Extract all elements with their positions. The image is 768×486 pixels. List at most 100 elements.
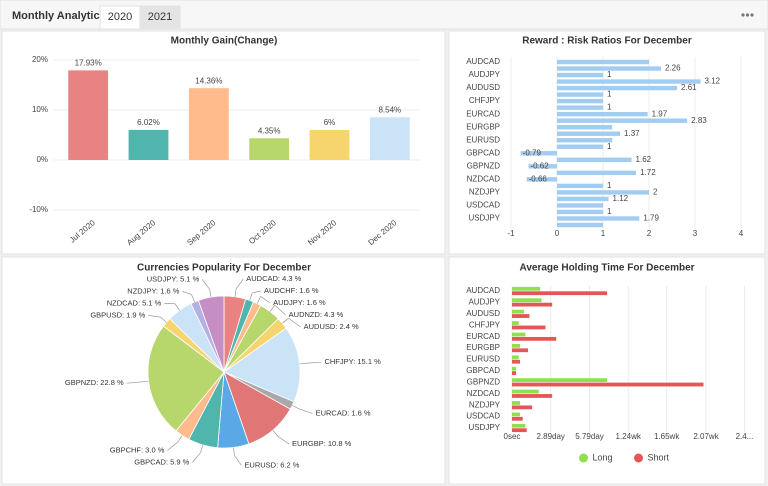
menu-icon[interactable] xyxy=(741,13,754,17)
y-tick-label: 20% xyxy=(32,55,48,64)
bar xyxy=(512,371,517,376)
slice-label: GBPCHF: 3.0 % xyxy=(110,445,165,454)
bar xyxy=(557,196,609,202)
legend-label: Long xyxy=(593,452,613,462)
value-label: 1.62 xyxy=(636,155,652,164)
leader-line xyxy=(234,278,244,297)
bar xyxy=(557,118,688,123)
y-tick-label: 0% xyxy=(36,155,48,164)
chart-title: Monthly Gain(Change) xyxy=(171,36,278,47)
category-label: EURGBP xyxy=(466,343,500,352)
x-tick-label: 1.24wk xyxy=(616,432,642,441)
bar xyxy=(512,394,553,398)
bar xyxy=(528,164,557,169)
value-label: 2.61 xyxy=(681,83,697,92)
tab[interactable] xyxy=(139,5,181,30)
value-label: 6% xyxy=(324,118,336,127)
x-tick-label: 2 xyxy=(647,229,652,238)
leader-line xyxy=(148,315,167,323)
category-label: EURCAD xyxy=(466,332,500,341)
bar xyxy=(512,314,530,318)
bar xyxy=(512,325,546,330)
category-label: CHFJPY xyxy=(469,96,501,105)
bar xyxy=(512,336,557,341)
slice-label: AUDJPY: 1.6 % xyxy=(273,298,326,307)
bar xyxy=(512,298,542,303)
leader-line xyxy=(164,303,180,311)
bar xyxy=(557,111,648,117)
bar xyxy=(512,302,553,307)
value-label: 1.12 xyxy=(613,194,629,203)
bar xyxy=(557,138,613,143)
bar xyxy=(557,131,621,136)
legend-label: Short xyxy=(648,452,670,462)
bar xyxy=(557,209,603,215)
bar xyxy=(128,129,169,160)
category-label: NZDCAD xyxy=(467,389,501,398)
bar xyxy=(557,85,678,91)
tab-label[interactable]: 2020 xyxy=(108,11,132,23)
tab-label[interactable]: 2021 xyxy=(148,11,172,23)
value-label: 1.97 xyxy=(652,109,668,118)
category-label: GBPCAD xyxy=(466,366,500,375)
bar xyxy=(512,405,533,410)
x-tick-label: 5.79day xyxy=(575,432,603,441)
bar xyxy=(557,72,603,78)
x-tick-label: 4 xyxy=(739,229,744,238)
slice-label: EURUSD: 6.2 % xyxy=(244,460,299,469)
bar xyxy=(68,70,109,160)
chart-title: Reward : Risk Ratios For December xyxy=(522,36,692,47)
chart-title: Currencies Popularity For December xyxy=(137,263,311,274)
bar xyxy=(512,355,519,360)
value-label: 2.26 xyxy=(665,64,681,73)
legend-swatch xyxy=(579,453,588,463)
bar xyxy=(557,190,649,195)
x-tick-label: 1.65wk xyxy=(654,432,680,441)
bar xyxy=(188,88,229,160)
bar xyxy=(557,92,603,97)
x-tick-label: 2.89day xyxy=(536,432,564,441)
bar xyxy=(512,378,608,383)
x-tick-label: 1 xyxy=(601,229,606,238)
leader-line xyxy=(233,447,242,466)
slice-label: EURCAD: 1.6 % xyxy=(316,408,371,417)
leader-line xyxy=(272,430,290,445)
bar xyxy=(557,125,613,130)
slice-label: AUDUSD: 2.4 % xyxy=(304,322,359,331)
leader-line xyxy=(192,444,204,463)
value-label: 6.02% xyxy=(137,118,160,127)
bar xyxy=(309,130,350,160)
category-label: GBPNZD xyxy=(467,377,501,386)
category-label: CHFJPY xyxy=(469,320,501,329)
bar xyxy=(557,144,603,149)
bar xyxy=(512,366,517,371)
y-tick-label: -10% xyxy=(29,205,48,214)
bar xyxy=(512,389,539,394)
bar xyxy=(512,428,527,433)
slice-label: NZDCAD: 5.1 % xyxy=(107,298,162,307)
slice-label: USDJPY: 5.1 % xyxy=(147,274,200,283)
category-label: USDJPY xyxy=(468,423,500,432)
value-label: 1 xyxy=(607,181,612,190)
leader-line xyxy=(282,317,301,328)
value-label: 3.12 xyxy=(705,77,721,86)
value-label: -0.62 xyxy=(530,161,549,170)
bar xyxy=(512,332,526,337)
bar xyxy=(512,286,541,291)
value-label: 14.36% xyxy=(195,76,222,85)
value-label: 1.79 xyxy=(643,214,659,223)
value-label: 4.35% xyxy=(258,126,281,135)
leader-line xyxy=(126,380,149,384)
bar xyxy=(512,359,521,364)
value-label: 1.72 xyxy=(640,168,656,177)
value-label: 1 xyxy=(607,70,612,79)
bar xyxy=(512,343,521,348)
value-label: 1 xyxy=(607,90,612,99)
category-label: AUDUSD xyxy=(466,309,500,318)
category-label: USDCAD xyxy=(466,201,500,210)
bar xyxy=(512,382,704,387)
value-label: -0.79 xyxy=(523,148,542,157)
bar xyxy=(249,138,290,160)
category-label: GBPCAD xyxy=(466,148,500,157)
